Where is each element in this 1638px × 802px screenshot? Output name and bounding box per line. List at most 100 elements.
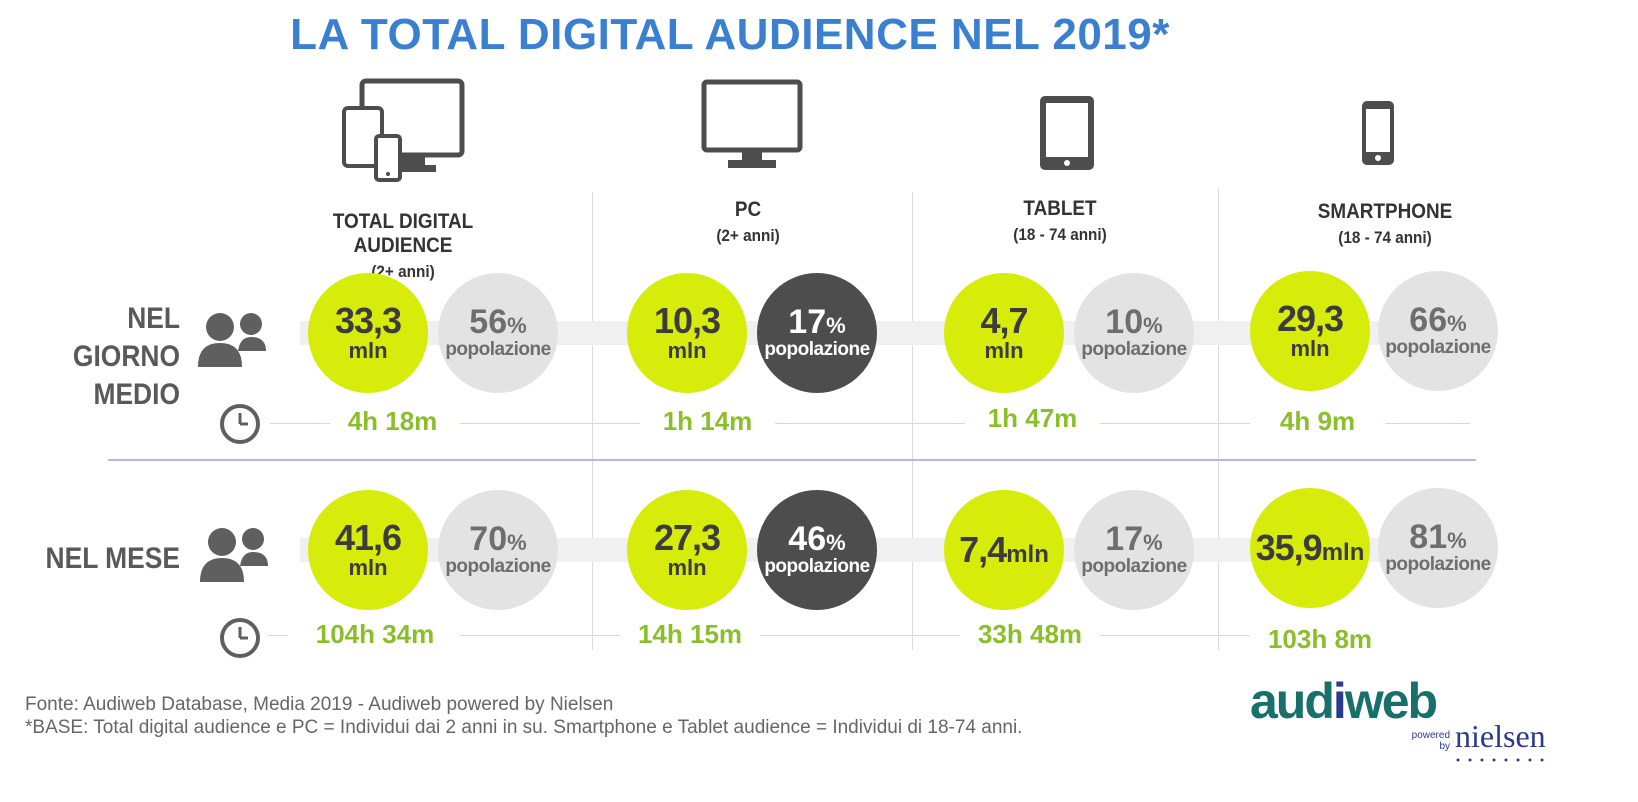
percent-sign: % [1143, 530, 1163, 555]
percent-value: 10 [1105, 303, 1144, 341]
percent-value: 81 [1409, 518, 1448, 556]
logo-powered-by: powered by [1395, 730, 1450, 752]
reach-value: 10,3 [653, 300, 721, 341]
reach-unit: mln [667, 338, 707, 363]
page-title: LA TOTAL DIGITAL AUDIENCE NEL 2019* [290, 10, 1170, 59]
reach-value: 29,3 [1276, 298, 1344, 339]
clock-icon [220, 618, 260, 658]
percent-sign: % [1143, 313, 1163, 338]
population-label: popolazione [764, 556, 870, 577]
column-title: PC [734, 198, 762, 221]
percent-circle: 17% popolazione [1074, 490, 1194, 610]
time-line [270, 423, 330, 424]
time-line [1100, 635, 1250, 636]
percent-sign: % [826, 313, 846, 338]
time-value: 1h 47m [987, 403, 1078, 433]
percent-sign: % [507, 313, 527, 338]
reach-value: 7,4 [959, 529, 1007, 570]
row-label-line: NEL GIORNO [72, 302, 180, 373]
logo-text-web: web [1344, 673, 1438, 729]
time-line [760, 635, 960, 636]
population-label: popolazione [764, 339, 870, 360]
population-label: popolazione [1385, 337, 1491, 358]
footer-source: Fonte: Audiweb Database, Media 2019 - Au… [25, 694, 614, 715]
reach-circle: 10,3 mln [627, 273, 747, 393]
nielsen-dots [1456, 758, 1544, 762]
monitor-icon [701, 79, 803, 168]
reach-circle: 41,6 mln [308, 490, 428, 610]
reach-circle: 4,7 mln [944, 273, 1064, 393]
reach-value: 41,6 [334, 517, 402, 558]
reach-circle: 7,4mln [944, 490, 1064, 610]
reach-value: 35,9 [1255, 527, 1323, 568]
reach-unit: mln [667, 555, 707, 580]
percent-circle: 56% popolazione [438, 273, 558, 393]
logo-text-powered: powered [1411, 730, 1450, 741]
logo-text-i: i [1332, 673, 1347, 729]
column-subtitle: (18 - 74 anni) [1013, 225, 1107, 244]
percent-circle: 70% popolazione [438, 490, 558, 610]
time-value: 4h 18m [347, 406, 438, 436]
tablet-icon [1040, 96, 1094, 170]
reach-circle: 33,3 mln [308, 273, 428, 393]
reach-unit: mln [1321, 539, 1365, 566]
population-label: popolazione [1385, 554, 1491, 575]
column-divider [912, 192, 913, 650]
reach-unit: mln [348, 338, 388, 363]
time-line [1385, 423, 1470, 424]
time-line [1100, 423, 1250, 424]
time-value: 1h 14m [662, 406, 753, 436]
audiweb-logo: audiweb [1250, 672, 1460, 730]
smartphone-icon [1362, 101, 1394, 165]
reach-circle: 35,9mln [1250, 488, 1370, 608]
footer-base-note: *BASE: Total digital audience e PC = Ind… [25, 717, 1023, 738]
row-label-line: MEDIO [93, 378, 180, 411]
reach-unit: mln [984, 338, 1024, 363]
column-title: TOTAL DIGITAL AUDIENCE [332, 210, 474, 257]
population-label: popolazione [1081, 339, 1187, 360]
row-label-line: NEL MESE [45, 542, 180, 575]
reach-unit: mln [1006, 541, 1049, 568]
column-subtitle: (2+ anni) [716, 226, 780, 245]
time-line [775, 423, 965, 424]
column-header-smartphone: SMARTPHONE (18 - 74 anni) [1295, 200, 1475, 248]
reach-circle: 27,3 mln [627, 490, 747, 610]
percent-sign: % [1447, 528, 1467, 553]
column-title: TABLET [1023, 197, 1097, 220]
percent-circle: 10% popolazione [1074, 273, 1194, 393]
time-line [268, 635, 288, 636]
time-value: 103h 8m [1267, 624, 1373, 654]
percent-value: 70 [469, 520, 508, 558]
row-label-day: NEL GIORNO MEDIO [22, 300, 180, 414]
column-subtitle: (18 - 74 anni) [1338, 228, 1432, 247]
reach-value: 27,3 [653, 517, 721, 558]
logo-text-aud: aud [1250, 673, 1335, 729]
population-label: popolazione [445, 339, 551, 360]
percent-value: 56 [469, 303, 508, 341]
column-header-total: TOTAL DIGITAL AUDIENCE (2+ anni) [273, 210, 533, 282]
percent-sign: % [1447, 311, 1467, 336]
percent-sign: % [507, 530, 527, 555]
population-label: popolazione [445, 556, 551, 577]
percent-value: 17 [1105, 520, 1144, 558]
column-header-pc: PC (2+ anni) [668, 198, 828, 246]
logo-text-by: by [1439, 741, 1450, 752]
column-header-tablet: TABLET (18 - 74 anni) [980, 197, 1140, 245]
reach-unit: mln [1290, 336, 1330, 361]
column-title: SMARTPHONE [1317, 200, 1453, 223]
people-icon [198, 313, 266, 367]
time-value: 104h 34m [315, 619, 435, 649]
time-value: 33h 48m [977, 619, 1083, 649]
percent-value: 66 [1409, 301, 1448, 339]
column-divider [592, 192, 593, 650]
percent-value: 46 [788, 520, 827, 558]
reach-unit: mln [348, 555, 388, 580]
people-icon [200, 528, 268, 582]
percent-circle: 66% popolazione [1378, 271, 1498, 391]
reach-circle: 29,3 mln [1250, 271, 1370, 391]
percent-sign: % [826, 530, 846, 555]
time-value: 4h 9m [1279, 406, 1356, 436]
time-line [460, 423, 640, 424]
column-divider [1218, 188, 1219, 650]
population-label: popolazione [1081, 556, 1187, 577]
